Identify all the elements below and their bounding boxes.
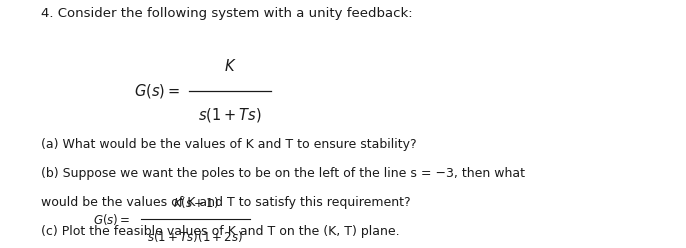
Text: (c) Plot the feasible values of K and T on the (K, T) plane.: (c) Plot the feasible values of K and T … (41, 225, 400, 238)
Text: $K(s+1)$: $K(s+1)$ (173, 195, 218, 210)
Text: (a) What would be the values of K and T to ensure stability?: (a) What would be the values of K and T … (41, 138, 417, 151)
Text: 4. Consider the following system with a unity feedback:: 4. Consider the following system with a … (41, 7, 413, 20)
Text: (b) Suppose we want the poles to be on the left of the line s = −3, then what: (b) Suppose we want the poles to be on t… (41, 167, 525, 180)
Text: would be the values of K and T to satisfy this requirement?: would be the values of K and T to satisf… (41, 196, 411, 209)
Text: $G(s) =$: $G(s) =$ (93, 212, 130, 227)
Text: $s(1+Ts)$: $s(1+Ts)$ (198, 106, 261, 124)
Text: $K$: $K$ (224, 58, 236, 74)
Text: $G(s) =$: $G(s) =$ (134, 82, 180, 99)
Text: $s(1+Ts)(1+2s)$: $s(1+Ts)(1+2s)$ (147, 229, 244, 244)
